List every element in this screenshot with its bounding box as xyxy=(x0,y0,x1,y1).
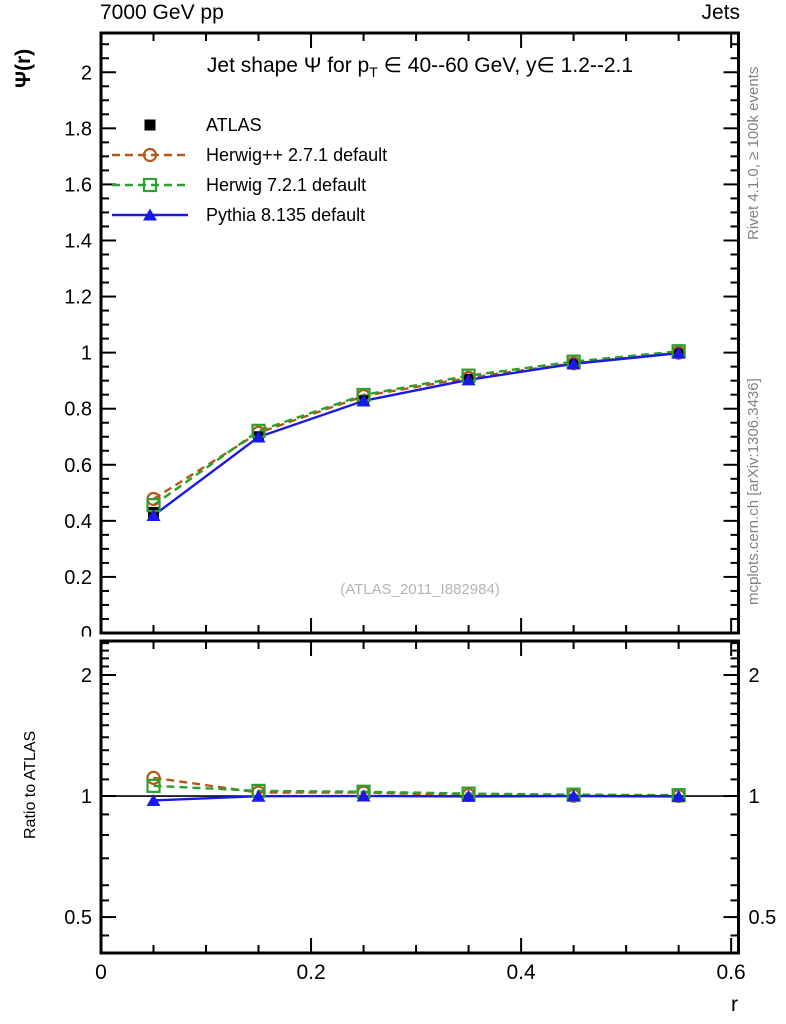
ratio-y-tick-label-left: 1 xyxy=(81,786,92,808)
ratio-marker-pythia-8-135-default xyxy=(356,789,371,802)
x-tick-label: 0.4 xyxy=(506,961,536,984)
ratio-y-axis-title: Ratio to ATLAS xyxy=(22,730,39,840)
main-y-tick-label: 0.6 xyxy=(64,455,92,477)
main-y-tick-label: 1 xyxy=(81,343,92,365)
main-y-tick-label: 0.8 xyxy=(64,399,92,421)
legend-marker-herwig-7-2-1-default xyxy=(112,177,188,193)
main-line-herwig-7-2-1-default xyxy=(152,350,679,507)
ratio-marker-herwig-2-7-1-default xyxy=(146,770,161,785)
x-tick-label: 0.2 xyxy=(296,961,325,984)
plot-title-pre: Jet shape Ψ for p xyxy=(206,54,370,77)
ratio-y-tick-label-left: 0.5 xyxy=(64,907,92,929)
analysis-id-watermark: (ATLAS_2011_I882984) xyxy=(340,581,500,598)
legend-glyph-pythia-8-135-default xyxy=(143,208,157,221)
ratio-y-tick-label-left: 2 xyxy=(81,665,92,687)
rivet-version-note: Rivet 4.1.0, ≥ 100k events xyxy=(745,66,762,240)
main-marker-pythia-8-135-default xyxy=(461,373,476,386)
legend-item-atlas: ATLAS xyxy=(108,110,387,140)
main-marker-pythia-8-135-default xyxy=(671,346,686,359)
legend-marker-pythia-8-135-default xyxy=(112,208,188,221)
legend-item-herwig-7-2-1-default: Herwig 7.2.1 default xyxy=(108,170,387,200)
main-y-tick-label: 1.6 xyxy=(64,174,92,196)
legend-marker-atlas xyxy=(144,119,156,131)
legend-item-pythia-8-135-default: Pythia 8.135 default xyxy=(108,200,387,230)
legend-marker-herwig-2-7-1-default xyxy=(112,147,188,163)
mcplots-reference-note: mcplots.cern.ch [arXiv:1306.3436] xyxy=(745,378,762,606)
legend-glyph-herwig-7-2-1-default xyxy=(142,177,158,193)
ratio-marker-pythia-8-135-default xyxy=(146,793,161,806)
main-y-axis-title: Ψ(r) xyxy=(12,48,35,88)
legend-glyph-atlas xyxy=(144,119,156,131)
main-marker-pythia-8-135-default xyxy=(356,394,371,407)
ratio-y-tick-label-right: 2 xyxy=(749,665,760,687)
ratio-marker-pythia-8-135-default xyxy=(461,789,476,802)
x-tick-label: 0 xyxy=(95,961,107,984)
analysis-group-label: Jets xyxy=(701,1,740,24)
ratio-y-tick-label-right: 0.5 xyxy=(749,907,777,929)
legend-label: ATLAS xyxy=(206,114,262,135)
x-axis-title: r xyxy=(731,993,738,1016)
ratio-panel-frame xyxy=(99,639,740,955)
main-marker-pythia-8-135-default xyxy=(566,357,581,370)
main-line-herwig-2-7-1-default xyxy=(152,351,679,500)
ratio-marker-pythia-8-135-default xyxy=(671,789,686,802)
main-y-tick-label: 2 xyxy=(81,62,92,84)
zero-label-clip xyxy=(66,636,98,642)
ratio-y-tick-label-right: 1 xyxy=(749,786,760,808)
legend: ATLAS Herwig++ 2.7.1 default Herwig 7.2.1 … xyxy=(108,110,387,230)
main-line-pythia-8-135-default xyxy=(152,351,679,517)
legend-item-herwig-2-7-1-default: Herwig++ 2.7.1 default xyxy=(108,140,387,170)
main-y-tick-label: 1.2 xyxy=(64,287,92,309)
ratio-marker-pythia-8-135-default xyxy=(251,789,266,802)
main-panel-frame xyxy=(99,31,740,635)
legend-label: Herwig++ 2.7.1 default xyxy=(206,144,388,165)
x-tick-label: 0.6 xyxy=(717,961,746,984)
legend-label: Pythia 8.135 default xyxy=(206,204,366,225)
ratio-marker-pythia-8-135-default xyxy=(566,789,581,802)
main-marker-pythia-8-135-default xyxy=(251,430,266,443)
main-y-tick-label: 0.2 xyxy=(64,567,92,589)
legend-label: Herwig 7.2.1 default xyxy=(206,174,367,195)
plot-title-sub: T xyxy=(369,64,378,81)
beam-energy-label: 7000 GeV pp xyxy=(100,1,224,24)
main-y-tick-label: 0 xyxy=(81,623,92,645)
main-y-tick-label: 1.8 xyxy=(64,118,92,140)
main-y-tick-label: 0.4 xyxy=(64,511,92,533)
legend-glyph-herwig-2-7-1-default xyxy=(142,147,158,163)
ratio-line-herwig-7-2-1-default xyxy=(153,784,679,797)
plot-title-post: ∈ 40--60 GeV, y∈ 1.2--2.1 xyxy=(377,54,634,77)
ratio-line-pythia-8-135-default xyxy=(153,794,679,802)
plot-title: Jet shape Ψ for pT ∈ 40--60 GeV, y∈ 1.2-… xyxy=(101,53,739,80)
main-marker-pythia-8-135-default xyxy=(146,509,161,522)
main-y-tick-label: 1.4 xyxy=(64,230,92,252)
ratio-marker-herwig-7-2-1-default xyxy=(146,778,161,793)
